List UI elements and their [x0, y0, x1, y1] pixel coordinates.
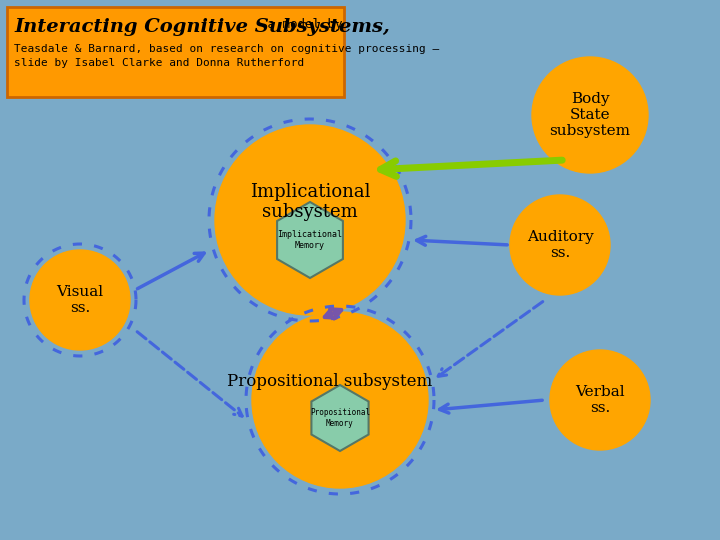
Text: Teasdale & Barnard, based on research on cognitive processing –
slide by Isabel : Teasdale & Barnard, based on research on… — [14, 44, 439, 68]
Text: Interacting Cognitive Subsystems,: Interacting Cognitive Subsystems, — [14, 18, 390, 36]
Text: Visual
ss.: Visual ss. — [56, 285, 104, 315]
Text: a model by: a model by — [260, 18, 343, 31]
Circle shape — [30, 250, 130, 350]
Text: Auditory
ss.: Auditory ss. — [526, 230, 593, 260]
Circle shape — [252, 312, 428, 488]
Text: Propositional
Memory: Propositional Memory — [310, 408, 370, 428]
Circle shape — [215, 125, 405, 315]
Circle shape — [532, 57, 648, 173]
FancyBboxPatch shape — [7, 7, 344, 97]
Text: Implicational
Memory: Implicational Memory — [277, 230, 343, 249]
Text: Body
State
subsystem: Body State subsystem — [549, 92, 631, 138]
Text: Propositional subsystem: Propositional subsystem — [228, 374, 433, 390]
Text: Verbal
ss.: Verbal ss. — [575, 385, 625, 415]
Text: Implicational
subsystem: Implicational subsystem — [250, 183, 370, 221]
Polygon shape — [312, 385, 369, 451]
Circle shape — [510, 195, 610, 295]
Polygon shape — [277, 202, 343, 278]
Circle shape — [550, 350, 650, 450]
